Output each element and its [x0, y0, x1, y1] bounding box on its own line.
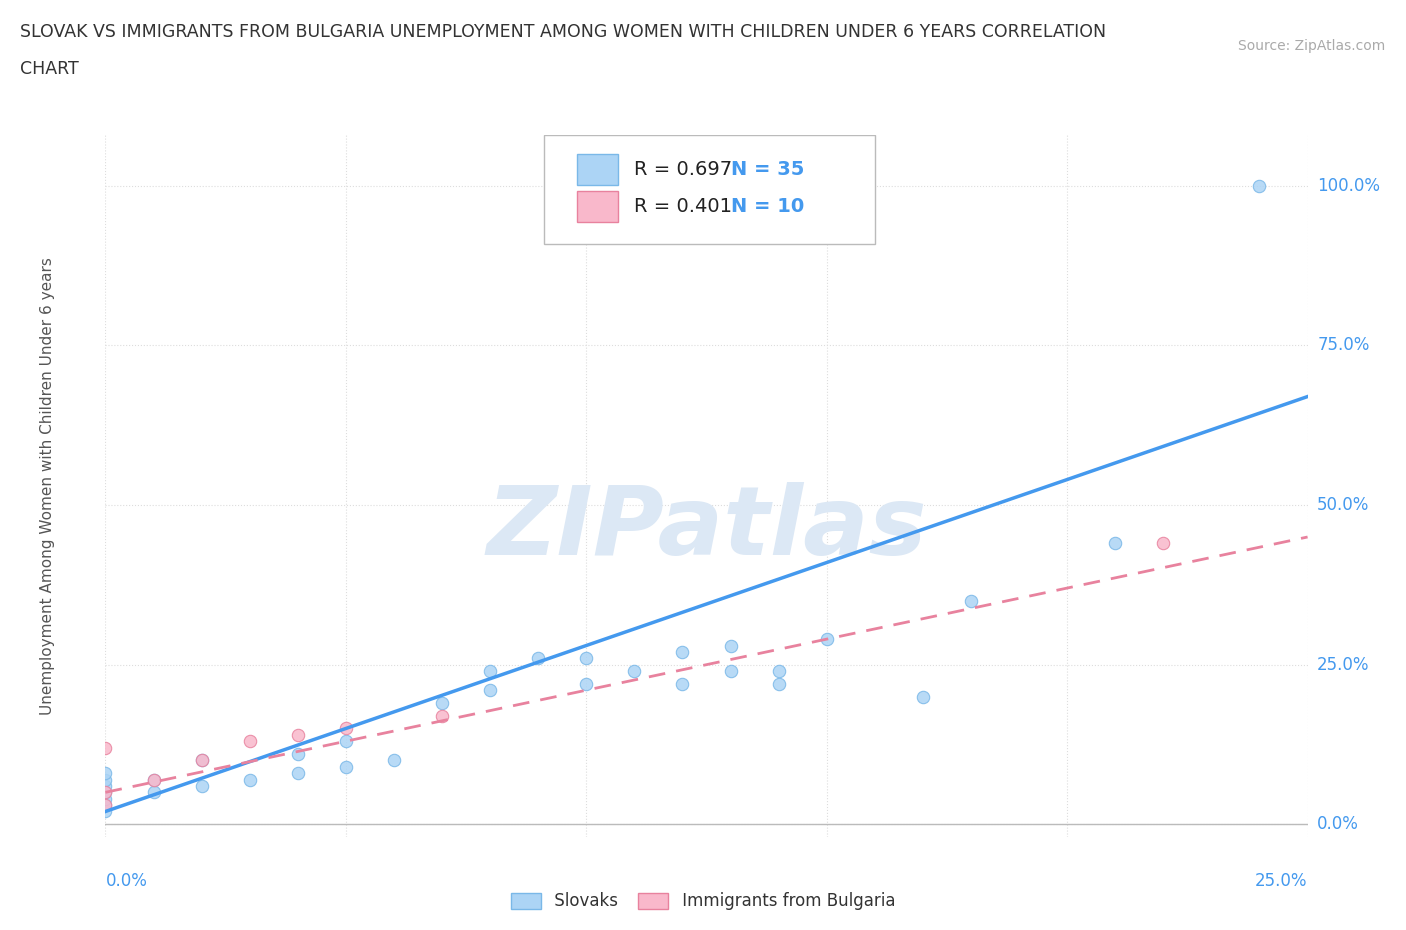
Point: [1104, 536, 1126, 551]
Point: [94, 804, 117, 819]
Text: CHART: CHART: [20, 60, 79, 78]
Point: [94, 765, 117, 780]
Text: N = 10: N = 10: [731, 197, 804, 216]
Point: [94, 785, 117, 800]
Point: [479, 664, 502, 679]
Text: 50.0%: 50.0%: [1317, 496, 1369, 514]
Point: [94, 798, 117, 813]
Text: 0.0%: 0.0%: [105, 872, 148, 890]
Text: SLOVAK VS IMMIGRANTS FROM BULGARIA UNEMPLOYMENT AMONG WOMEN WITH CHILDREN UNDER : SLOVAK VS IMMIGRANTS FROM BULGARIA UNEMP…: [20, 23, 1105, 41]
Point: [287, 765, 309, 780]
FancyBboxPatch shape: [576, 191, 617, 222]
Text: Source: ZipAtlas.com: Source: ZipAtlas.com: [1237, 39, 1385, 53]
Point: [335, 734, 357, 749]
Text: N = 35: N = 35: [731, 160, 804, 179]
Text: ZIPatlas: ZIPatlas: [486, 482, 927, 575]
Point: [239, 772, 262, 787]
Point: [94, 785, 117, 800]
Point: [671, 644, 693, 659]
Point: [768, 664, 790, 679]
Text: 25.0%: 25.0%: [1256, 872, 1308, 890]
Point: [1249, 179, 1271, 193]
Text: R = 0.697: R = 0.697: [634, 160, 733, 179]
Text: 25.0%: 25.0%: [1317, 656, 1369, 673]
FancyBboxPatch shape: [576, 153, 617, 185]
Point: [527, 651, 550, 666]
Legend:  Slovaks,  Immigrants from Bulgaria: Slovaks, Immigrants from Bulgaria: [505, 885, 901, 917]
Point: [382, 753, 405, 768]
Point: [94, 740, 117, 755]
Point: [142, 772, 165, 787]
Point: [142, 772, 165, 787]
Point: [239, 734, 262, 749]
Point: [815, 631, 838, 646]
Text: Unemployment Among Women with Children Under 6 years: Unemployment Among Women with Children U…: [41, 257, 55, 715]
Point: [768, 676, 790, 691]
Point: [335, 721, 357, 736]
Point: [335, 759, 357, 774]
Point: [190, 778, 212, 793]
Text: 0.0%: 0.0%: [1317, 816, 1360, 833]
Point: [623, 664, 645, 679]
Point: [430, 709, 453, 724]
Point: [575, 676, 598, 691]
Point: [94, 772, 117, 787]
Point: [911, 689, 934, 704]
Point: [190, 753, 212, 768]
Point: [190, 753, 212, 768]
Point: [142, 785, 165, 800]
Point: [960, 593, 983, 608]
Text: 75.0%: 75.0%: [1317, 337, 1369, 354]
Point: [720, 638, 742, 653]
Point: [671, 676, 693, 691]
Text: 100.0%: 100.0%: [1317, 177, 1381, 195]
Text: R = 0.401: R = 0.401: [634, 197, 733, 216]
FancyBboxPatch shape: [544, 135, 875, 244]
Point: [287, 747, 309, 762]
Point: [430, 696, 453, 711]
Point: [94, 798, 117, 813]
Point: [287, 727, 309, 742]
Point: [479, 683, 502, 698]
Point: [575, 651, 598, 666]
Point: [94, 778, 117, 793]
Point: [720, 664, 742, 679]
Point: [1152, 536, 1174, 551]
Point: [94, 791, 117, 806]
